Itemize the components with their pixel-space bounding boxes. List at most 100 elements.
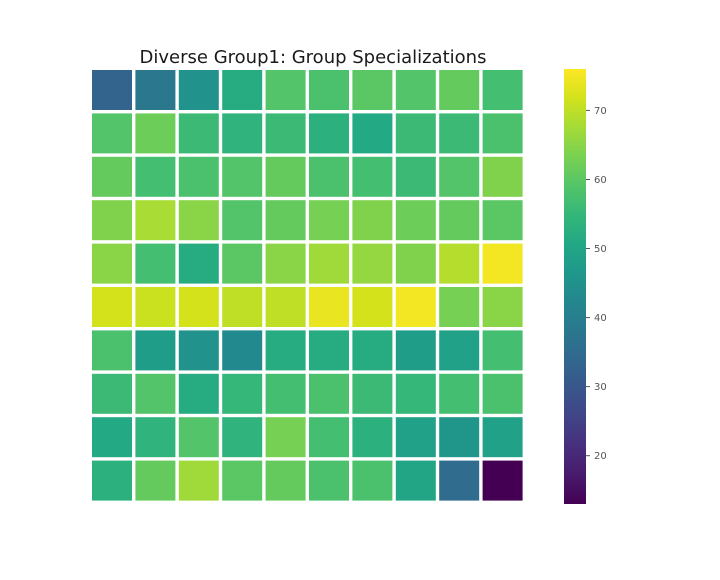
heatmap-cell-r5-c9: [482, 287, 523, 327]
heatmap-cell-r6-c3: [222, 330, 263, 371]
colorbar-tick-label: 20: [594, 451, 607, 462]
heatmap-cell-r9-c6: [352, 460, 393, 501]
heatmap-cell-r5-c3: [222, 287, 263, 327]
heatmap-cell-r9-c0: [92, 460, 132, 501]
heatmap-cell-r7-c2: [178, 373, 219, 414]
heatmap-cell-r6-c1: [135, 330, 176, 371]
heatmap-cell-r8-c3: [222, 417, 263, 458]
heatmap-cell-r1-c2: [178, 113, 219, 154]
heatmap-cell-r7-c7: [395, 373, 436, 414]
heatmap-cell-r7-c3: [222, 373, 263, 414]
heatmap-cell-r6-c7: [395, 330, 436, 371]
heatmap-cell-r3-c0: [92, 200, 132, 241]
heatmap-cell-r0-c5: [309, 70, 349, 110]
heatmap-cells: [92, 70, 523, 501]
heatmap-cell-r8-c0: [92, 417, 132, 458]
heatmap-cell-r6-c6: [352, 330, 393, 371]
heatmap-cell-r6-c8: [439, 330, 480, 371]
chart-title: Diverse Group1: Group Specializations: [140, 47, 487, 68]
heatmap-cell-r0-c0: [92, 70, 132, 110]
heatmap-cell-r5-c5: [309, 287, 349, 327]
heatmap-cell-r4-c2: [178, 243, 219, 284]
heatmap-cell-r3-c9: [482, 200, 523, 241]
heatmap-cell-r9-c5: [309, 460, 349, 501]
heatmap-cell-r8-c4: [265, 417, 306, 458]
colorbar-tick-label: 70: [594, 106, 607, 117]
heatmap-cell-r5-c4: [265, 287, 306, 327]
heatmap-cell-r3-c2: [178, 200, 219, 241]
heatmap-cell-r2-c4: [265, 156, 306, 197]
heatmap-cell-r6-c9: [482, 330, 523, 371]
colorbar-tick-label: 60: [594, 175, 607, 186]
heatmap-cell-r2-c0: [92, 156, 132, 197]
heatmap-cell-r0-c3: [222, 70, 263, 110]
heatmap-cell-r5-c1: [135, 287, 176, 327]
heatmap-cell-r9-c9: [482, 460, 523, 501]
heatmap-cell-r2-c7: [395, 156, 436, 197]
heatmap-cell-r3-c4: [265, 200, 306, 241]
heatmap-cell-r8-c8: [439, 417, 480, 458]
heatmap-cell-r9-c1: [135, 460, 176, 501]
heatmap-cell-r5-c7: [395, 287, 436, 327]
heatmap-cell-r2-c1: [135, 156, 176, 197]
heatmap-cell-r0-c1: [135, 70, 176, 110]
heatmap-cell-r0-c9: [482, 70, 523, 110]
heatmap-cell-r0-c4: [265, 70, 306, 110]
heatmap-cell-r5-c0: [92, 287, 132, 327]
heatmap-cell-r1-c8: [439, 113, 480, 154]
heatmap-cell-r5-c6: [352, 287, 393, 327]
heatmap-cell-r4-c4: [265, 243, 306, 284]
heatmap-cell-r5-c2: [178, 287, 219, 327]
colorbar-tick-label: 50: [594, 244, 607, 255]
heatmap-cell-r7-c6: [352, 373, 393, 414]
heatmap-cell-r3-c8: [439, 200, 480, 241]
heatmap-cell-r0-c7: [395, 70, 436, 110]
heatmap-cell-r3-c1: [135, 200, 176, 241]
heatmap-cell-r2-c2: [178, 156, 219, 197]
heatmap-cell-r1-c5: [309, 113, 349, 154]
heatmap-cell-r4-c5: [309, 243, 349, 284]
heatmap-cell-r1-c1: [135, 113, 176, 154]
heatmap-cell-r9-c7: [395, 460, 436, 501]
heatmap-cell-r2-c3: [222, 156, 263, 197]
colorbar-ticks: 20 30 40 50 60 70: [586, 106, 607, 462]
colorbar-tick-label: 40: [594, 313, 607, 324]
heatmap-cell-r4-c7: [395, 243, 436, 284]
heatmap-cell-r1-c4: [265, 113, 306, 154]
heatmap-cell-r4-c9: [482, 243, 523, 284]
heatmap-cell-r4-c3: [222, 243, 263, 284]
heatmap-cell-r9-c8: [439, 460, 480, 501]
heatmap-cell-r8-c7: [395, 417, 436, 458]
heatmap-cell-r8-c6: [352, 417, 393, 458]
heatmap-cell-r2-c6: [352, 156, 393, 197]
heatmap-cell-r1-c7: [395, 113, 436, 154]
heatmap-cell-r9-c2: [178, 460, 219, 501]
heatmap-cell-r7-c4: [265, 373, 306, 414]
heatmap-cell-r2-c8: [439, 156, 480, 197]
heatmap-cell-r3-c3: [222, 200, 263, 241]
heatmap-cell-r7-c8: [439, 373, 480, 414]
heatmap-cell-r4-c6: [352, 243, 393, 284]
heatmap-cell-r2-c5: [309, 156, 349, 197]
heatmap-cell-r6-c0: [92, 330, 132, 371]
heatmap-cell-r8-c2: [178, 417, 219, 458]
heatmap-cell-r9-c3: [222, 460, 263, 501]
heatmap-cell-r1-c9: [482, 113, 523, 154]
heatmap-cell-r5-c8: [439, 287, 480, 327]
heatmap-cell-r1-c0: [92, 113, 132, 154]
heatmap-cell-r3-c5: [309, 200, 349, 241]
heatmap-cell-r7-c0: [92, 373, 132, 414]
heatmap-cell-r6-c2: [178, 330, 219, 371]
heatmap-cell-r1-c3: [222, 113, 263, 154]
heatmap-cell-r8-c9: [482, 417, 523, 458]
heatmap-cell-r4-c0: [92, 243, 132, 284]
colorbar-tick-label: 30: [594, 382, 607, 393]
colorbar: 20 30 40 50 60 70: [564, 69, 607, 504]
heatmap-cell-r4-c8: [439, 243, 480, 284]
heatmap-cell-r7-c1: [135, 373, 176, 414]
heatmap-cell-r2-c9: [482, 156, 523, 197]
heatmap-cell-r6-c4: [265, 330, 306, 371]
heatmap-cell-r7-c5: [309, 373, 349, 414]
